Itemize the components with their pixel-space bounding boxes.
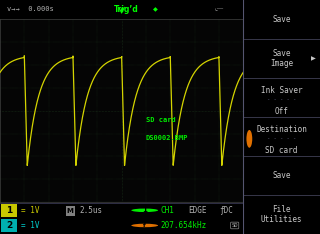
- Bar: [66, 206, 75, 216]
- Bar: [1, 219, 17, 232]
- Text: - - - - -: - - - - -: [267, 97, 296, 102]
- Text: SD: SD: [231, 223, 238, 228]
- Text: EDGE: EDGE: [188, 206, 207, 215]
- Text: Destination: Destination: [256, 125, 307, 134]
- Text: Save
Image: Save Image: [270, 49, 293, 68]
- Text: SD card: SD card: [265, 146, 298, 155]
- Text: Off: Off: [275, 107, 289, 116]
- Text: v→→  0.000s: v→→ 0.000s: [7, 6, 54, 12]
- Text: ƒDC: ƒDC: [219, 206, 233, 215]
- Text: 2.5us: 2.5us: [79, 206, 102, 215]
- Text: M: M: [67, 208, 74, 214]
- Text: 1: 1: [142, 207, 147, 213]
- Text: Save: Save: [272, 15, 291, 24]
- Text: Save: Save: [272, 171, 291, 180]
- Circle shape: [131, 224, 158, 227]
- Text: - - - - -: - - - - -: [267, 136, 296, 141]
- Circle shape: [131, 208, 158, 212]
- Text: 1: 1: [6, 206, 12, 215]
- Bar: [1, 204, 17, 217]
- Text: Trig’d: Trig’d: [114, 5, 139, 14]
- Text: CH1: CH1: [161, 206, 174, 215]
- Text: SD card: SD card: [146, 117, 176, 123]
- Text: ▶: ▶: [311, 56, 316, 61]
- Text: ◆: ◆: [153, 7, 158, 12]
- Text: Ink Saver: Ink Saver: [261, 86, 302, 95]
- Text: f: f: [143, 223, 146, 228]
- Text: = 1V: = 1V: [21, 221, 39, 230]
- Text: = 1V: = 1V: [21, 206, 39, 215]
- Text: 207.654kHz: 207.654kHz: [161, 221, 207, 230]
- Text: ⌞―: ⌞―: [214, 7, 223, 12]
- Text: DS0002.BMP: DS0002.BMP: [146, 135, 188, 141]
- Circle shape: [246, 130, 252, 148]
- Text: 2: 2: [6, 221, 12, 230]
- Text: File
Utilities: File Utilities: [261, 205, 302, 224]
